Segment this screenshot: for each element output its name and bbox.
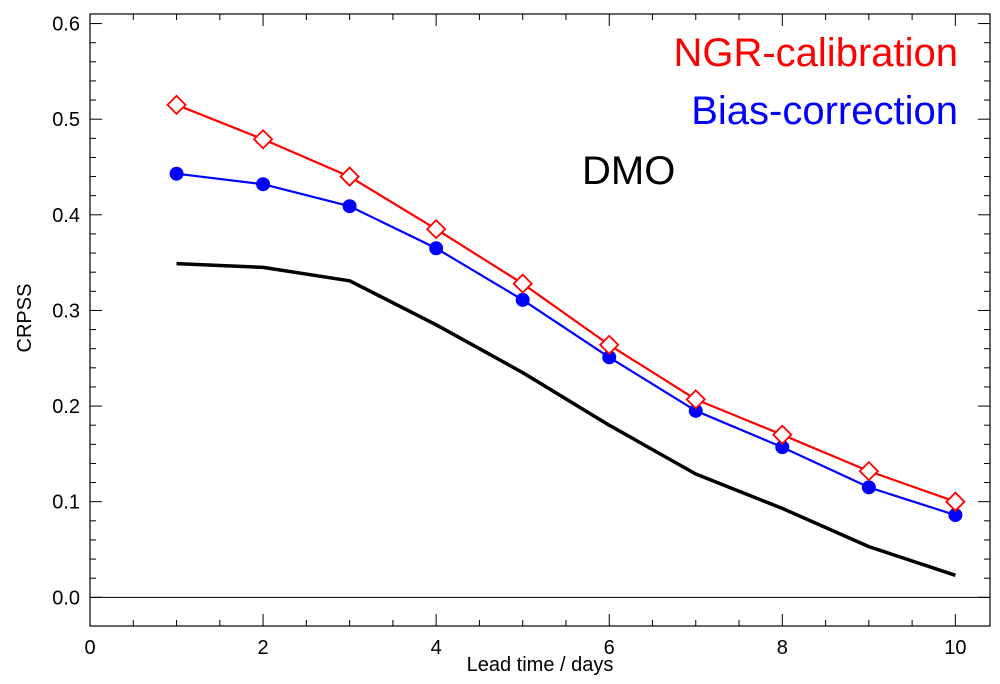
legend-entry: NGR-calibration	[673, 31, 958, 75]
y-tick-label: 0.3	[52, 300, 80, 322]
y-tick-label: 0.1	[52, 492, 80, 514]
y-tick-label: 0.5	[52, 109, 80, 131]
x-axis-title: Lead time / days	[467, 654, 614, 676]
x-tick-label: 6	[604, 637, 615, 659]
bias-correction-point	[515, 292, 530, 307]
x-tick-label: 8	[777, 637, 788, 659]
ngr-calibration-point	[685, 389, 707, 410]
x-tick-label: 2	[258, 637, 269, 659]
axes: 0 2 4 6 8 10 0.0 0.1 0.2 0.3 0.4 0.5 0.6	[52, 13, 991, 659]
ngr-calibration-point	[166, 94, 187, 116]
ngr-calibration-line	[176, 103, 956, 503]
bias-correction-point	[429, 241, 444, 256]
bias-correction-point	[861, 480, 876, 495]
legend-entry: Bias-correction	[691, 89, 958, 133]
ngr-calibration-point	[598, 334, 620, 356]
y-tick-label: 0.2	[52, 396, 80, 418]
ngr-calibration-point	[512, 273, 533, 294]
dmo-line	[176, 261, 956, 577]
y-tick-label: 0.6	[52, 14, 80, 36]
x-tick-label: 10	[944, 637, 966, 659]
ngr-calibration-point	[339, 166, 360, 187]
y-axis-title: CRPSS	[14, 284, 36, 353]
bias-correction-point	[169, 166, 184, 181]
ngr-calibration-point	[945, 491, 966, 512]
x-tick-label: 0	[84, 637, 95, 659]
legend-entry: DMO	[582, 149, 675, 193]
ngr-calibration-point	[252, 128, 274, 150]
y-tick-label: 0.4	[52, 205, 80, 227]
ngr-calibration-point	[772, 424, 793, 446]
plot-frame	[89, 13, 991, 627]
y-tick-label: 0.0	[52, 587, 80, 609]
ngr-calibration-point	[858, 460, 880, 482]
bias-correction-line	[176, 172, 956, 517]
ngr-calibration-point	[425, 218, 447, 240]
x-tick-label: 4	[431, 637, 442, 659]
bias-correction-point	[256, 177, 271, 192]
legend: NGR-calibration Bias-correction DMO	[582, 31, 958, 193]
bias-correction-point	[342, 199, 357, 214]
series-layer	[166, 94, 966, 577]
